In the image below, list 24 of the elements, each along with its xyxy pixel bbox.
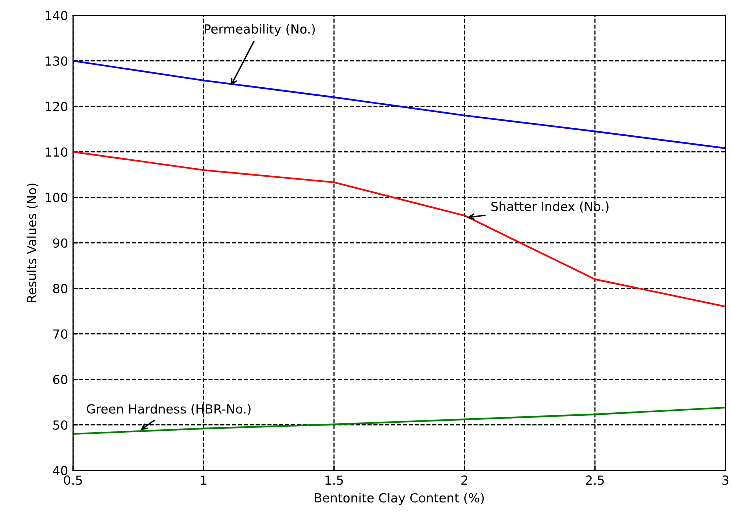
y-tick-label: 120	[46, 102, 68, 112]
y-tick-label: 40	[53, 466, 68, 476]
annotation: Permeability (No.)	[205, 24, 316, 36]
x-tick-label: 1	[201, 476, 207, 485]
y-tick-label: 130	[46, 56, 68, 66]
y-axis-title: Results Values (No)	[26, 184, 38, 302]
y-tick-label: 80	[53, 284, 68, 294]
x-tick-label: 0.5	[64, 476, 82, 486]
x-axis-title: Bentonite Clay Content (%)	[315, 493, 484, 506]
y-tick-label: 60	[53, 375, 68, 385]
y-tick-label: 110	[46, 148, 68, 158]
y-tick-label: 70	[54, 330, 68, 340]
x-tick-label: 2.5	[586, 476, 604, 486]
x-tick-label: 1.5	[326, 476, 344, 486]
annotation: Shatter Index (No.)	[492, 202, 609, 213]
x-tick-label: 2	[462, 476, 468, 485]
y-tick-label: 50	[53, 420, 68, 430]
y-tick-label: 100	[46, 193, 68, 203]
y-tick-label: 90	[53, 238, 68, 248]
line-series	[73, 151, 726, 308]
y-tick-label: 140	[46, 11, 68, 21]
annotation: Green Hardness (HBR-No.)	[87, 404, 251, 416]
line-series	[73, 60, 726, 150]
x-tick-label: 3	[722, 476, 729, 486]
